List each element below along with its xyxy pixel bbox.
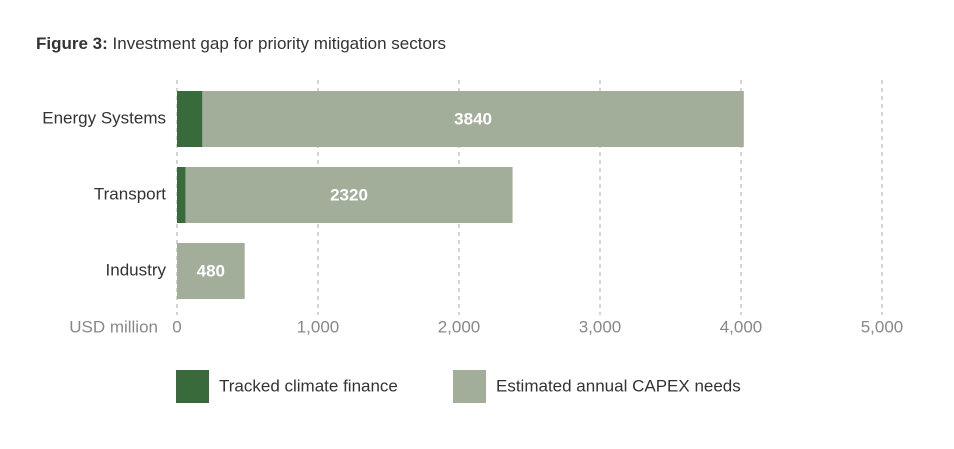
x-tick-label: 3,000: [579, 317, 622, 336]
bar-segment: [202, 91, 744, 147]
legend-swatch: [176, 370, 209, 403]
chart-title: Figure 3: Investment gap for priority mi…: [36, 34, 446, 53]
x-tick-label: 0: [172, 317, 181, 336]
x-tick-label: 2,000: [438, 317, 481, 336]
value-label: 3840: [454, 109, 492, 128]
legend-swatch: [453, 370, 486, 403]
x-tick-label: 1,000: [297, 317, 340, 336]
title-text: Investment gap for priority mitigation s…: [113, 34, 447, 53]
value-label: 480: [197, 261, 225, 280]
legend-label: Tracked climate finance: [219, 376, 398, 395]
bar-segment: [185, 167, 513, 223]
y-tick-label: Industry: [106, 260, 167, 279]
bar-segment: [177, 167, 186, 223]
value-label: 2320: [330, 185, 368, 204]
legend-label: Estimated annual CAPEX needs: [496, 376, 741, 395]
title-label: Figure 3:: [36, 34, 108, 53]
x-tick-label: 4,000: [720, 317, 763, 336]
x-axis-label: USD million: [69, 317, 158, 336]
y-tick-label: Energy Systems: [42, 108, 166, 127]
bar-segment: [177, 91, 203, 147]
bar-segment: [177, 243, 245, 299]
x-tick-label: 5,000: [861, 317, 904, 336]
y-tick-label: Transport: [94, 184, 166, 203]
